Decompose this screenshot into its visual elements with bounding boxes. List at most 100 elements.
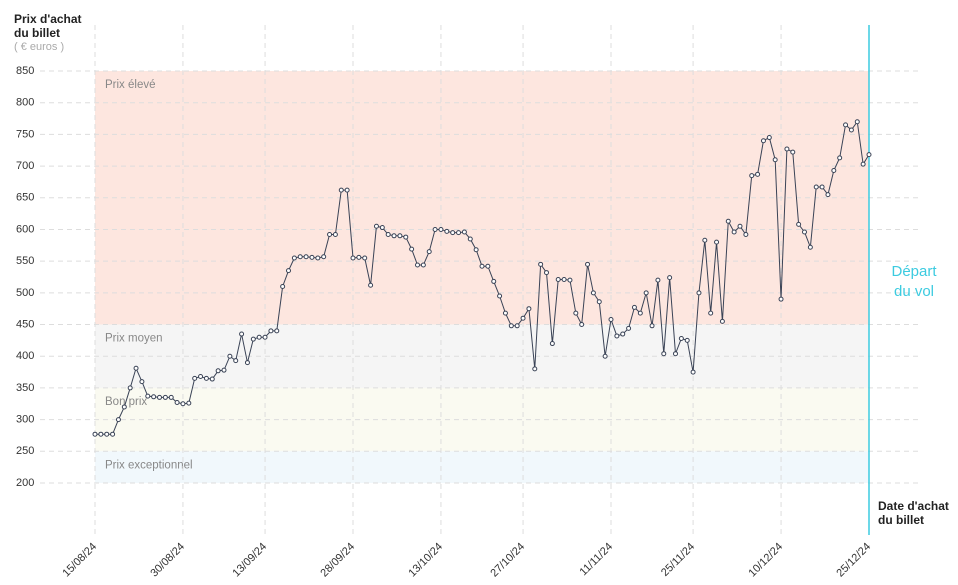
price-point [344, 187, 350, 193]
x-tick-label: 25/11/24 [659, 541, 697, 579]
price-point [491, 278, 497, 284]
x-tick-label: 25/12/24 [834, 541, 873, 580]
y-tick-label: 250 [16, 445, 34, 457]
price-point [690, 369, 696, 375]
price-point [233, 358, 239, 364]
price-point [467, 236, 473, 242]
price-point [415, 262, 420, 268]
price-point [198, 374, 204, 380]
price-point [807, 244, 813, 250]
x-tick-label: 11/11/24 [578, 541, 616, 579]
price-point [192, 375, 198, 381]
price-point [661, 351, 667, 357]
price-point [631, 304, 637, 310]
price-point [667, 275, 673, 281]
price-point [92, 431, 98, 437]
price-point [708, 310, 714, 316]
price-point [544, 270, 549, 276]
price-point [684, 337, 690, 343]
price-point [332, 232, 338, 238]
price-point [620, 331, 626, 337]
price-point [350, 255, 356, 261]
price-point [309, 254, 315, 260]
price-point [772, 157, 778, 163]
y-axis-unit: ( € euros ) [14, 41, 65, 53]
price-point [409, 246, 415, 252]
price-point [837, 155, 843, 161]
y-tick-label: 650 [16, 192, 34, 204]
y-tick-label: 700 [16, 160, 34, 172]
y-tick-label: 600 [16, 223, 34, 235]
price-point [743, 232, 749, 238]
price-point [368, 282, 374, 288]
price-point [573, 310, 579, 316]
price-point [186, 400, 192, 406]
price-point [444, 228, 450, 234]
price-point [696, 290, 702, 296]
price-point [291, 255, 297, 261]
y-tick-label: 200 [16, 477, 34, 489]
price-point [514, 323, 520, 329]
x-tick-label: 27/10/24 [488, 541, 527, 580]
x-tick-label: 13/10/24 [406, 541, 445, 580]
y-tick-label: 800 [16, 97, 34, 109]
price-point [608, 316, 614, 322]
price-point [379, 225, 385, 231]
price-point [784, 146, 790, 152]
price-point [239, 331, 245, 337]
y-tick-label: 350 [16, 382, 34, 394]
price-point [813, 184, 819, 190]
price-point [327, 232, 333, 238]
price-point [497, 293, 503, 299]
price-point [790, 149, 796, 155]
price-point [168, 394, 174, 400]
price-point [157, 394, 162, 400]
price-point [538, 261, 544, 267]
price-point [520, 315, 526, 321]
price-point [98, 431, 104, 437]
price-point [637, 310, 643, 316]
price-point [819, 184, 825, 190]
price-point [585, 261, 591, 267]
price-point [579, 322, 585, 328]
y-tick-label: 450 [16, 318, 34, 330]
price-point [397, 233, 403, 239]
price-point [502, 310, 508, 316]
price-point [450, 230, 456, 236]
price-point [778, 296, 784, 302]
price-point [362, 255, 368, 261]
price-point [567, 277, 573, 283]
x-tick-label: 15/08/24 [60, 541, 99, 580]
price-point [596, 299, 602, 305]
price-point [831, 168, 837, 174]
y-tick-label: 550 [16, 255, 34, 267]
y-tick-label: 850 [16, 65, 34, 77]
price-point [209, 376, 215, 382]
price-point [802, 229, 807, 235]
price-point [561, 277, 567, 283]
price-point [526, 306, 532, 312]
price-point [256, 334, 262, 340]
price-point [262, 334, 268, 340]
price-point [215, 368, 221, 374]
price-point [725, 218, 731, 224]
price-point [760, 138, 766, 144]
price-point [356, 254, 362, 260]
price-point [866, 152, 872, 158]
y-tick-label: 300 [16, 414, 34, 426]
price-point [731, 229, 737, 235]
band-label: Prix moyen [105, 333, 163, 345]
price-point [145, 393, 151, 399]
price-point [854, 119, 860, 125]
price-band [95, 451, 869, 483]
price-point [825, 192, 831, 198]
price-point [127, 385, 133, 391]
price-point [590, 290, 596, 296]
price-point [461, 229, 467, 235]
x-axis-title: Date d'achat du billet [878, 499, 949, 527]
price-point [162, 394, 168, 400]
price-point [174, 400, 180, 406]
price-point [749, 173, 755, 179]
price-point [203, 375, 209, 381]
